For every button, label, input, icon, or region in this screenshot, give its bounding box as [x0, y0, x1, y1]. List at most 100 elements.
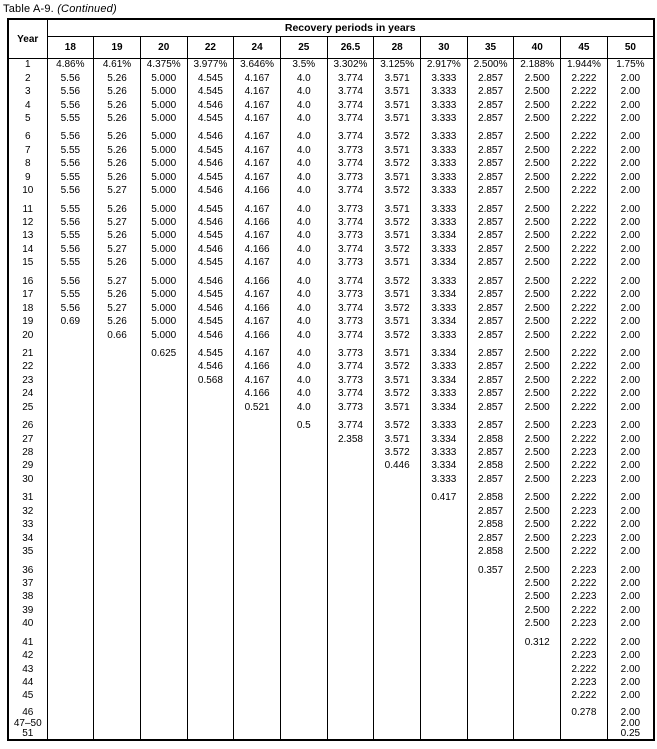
spacer-cell — [420, 631, 468, 636]
value-cell: 4.167 — [233, 374, 281, 388]
value-cell: 2.222 — [560, 144, 608, 158]
value-cell: 2.223 — [560, 473, 608, 487]
table-row: 26 0.5 3.774 3.572 3.333 2.857 2.500 2.223 2.00 — [7, 419, 654, 433]
value-cell: 2.500 — [513, 401, 561, 415]
value-cell: 3.333 — [420, 85, 468, 99]
spacer-cell — [606, 703, 654, 709]
spacer-row — [7, 125, 654, 131]
value-cell: 2.222 — [560, 360, 608, 375]
value-cell — [373, 649, 421, 663]
value-cell — [326, 604, 374, 618]
table-row: 30 3.333 2.857 2.500 2.223 2.00 — [7, 473, 654, 487]
value-cell — [420, 649, 468, 663]
value-cell — [326, 590, 374, 605]
value-cell: 5.56 — [46, 157, 94, 171]
value-cell: 2.500 — [513, 577, 561, 591]
value-cell: 3.572 — [373, 216, 421, 230]
value-cell: 2.857 — [466, 401, 514, 415]
value-cell: 2.222 — [560, 301, 608, 316]
year-cell: 18 — [7, 301, 47, 316]
value-cell: 2.858 — [466, 491, 514, 506]
value-cell: 5.26 — [93, 288, 141, 302]
value-cell: 2.857 — [466, 229, 514, 244]
spacer-cell — [233, 125, 281, 131]
table-title-continued: (Continued) — [57, 3, 117, 15]
value-cell: 3.571 — [373, 171, 421, 185]
value-cell: 3.571 — [373, 432, 421, 447]
table-row: 33 2.858 2.500 2.222 2.00 — [7, 518, 654, 532]
value-cell — [420, 563, 468, 578]
value-cell: 3.333 — [420, 243, 468, 257]
value-cell — [139, 708, 188, 719]
value-cell — [186, 446, 234, 460]
col-header: 22 — [186, 36, 234, 59]
table-row: 10 5.56 5.27 5.000 4.546 4.166 4.0 3.774 3.572 3.… — [7, 184, 654, 198]
value-cell — [420, 545, 468, 559]
year-cell: 47–50 — [7, 719, 47, 730]
value-cell — [139, 491, 188, 506]
spacer-cell — [326, 703, 374, 709]
value-cell — [326, 563, 374, 578]
value-cell: 1.75% — [606, 58, 654, 72]
value-cell: 3.774 — [326, 98, 374, 113]
value-cell — [420, 505, 468, 519]
value-cell: 4.167 — [233, 256, 281, 271]
value-cell: 5.56 — [46, 85, 94, 99]
value-cell — [186, 491, 234, 506]
col-header: 28 — [373, 36, 421, 59]
value-cell: 5.000 — [139, 288, 188, 302]
value-cell: 5.26 — [93, 157, 141, 171]
value-cell: 3.334 — [420, 256, 468, 271]
spacer-cell — [233, 703, 281, 709]
year-cell: 27 — [7, 432, 47, 447]
value-cell: 3.774 — [326, 184, 374, 198]
value-cell: 5.26 — [93, 112, 141, 126]
spacer-cell — [186, 414, 234, 420]
value-cell: 2.500 — [513, 130, 561, 145]
value-cell — [233, 473, 281, 487]
value-cell: 5.55 — [46, 144, 94, 158]
value-cell: 3.334 — [420, 315, 468, 329]
table-row: 24 4.166 4.0 3.774 3.572 3.333 2.857 2.500 2.222… — [7, 387, 654, 401]
spacer-cell — [279, 342, 328, 348]
value-cell: 3.571 — [373, 374, 421, 388]
value-cell: 5.56 — [46, 184, 94, 198]
value-cell: 2.222 — [560, 216, 608, 230]
spacer-cell — [326, 270, 374, 276]
value-cell: 5.000 — [139, 301, 188, 316]
value-cell — [420, 636, 468, 650]
value-cell — [139, 689, 188, 704]
value-cell: 3.333 — [420, 473, 468, 487]
value-cell: 3.334 — [420, 401, 468, 415]
value-cell: 3.334 — [420, 459, 468, 474]
value-cell: 2.857 — [466, 216, 514, 230]
value-cell — [420, 518, 468, 532]
spacer-cell — [7, 703, 47, 709]
value-cell: 4.61% — [93, 58, 141, 72]
value-cell: 4.0 — [279, 275, 328, 289]
value-cell: 5.26 — [93, 229, 141, 244]
value-cell — [46, 374, 94, 388]
value-cell: 4.545 — [186, 144, 234, 158]
value-cell: 2.222 — [560, 85, 608, 99]
value-cell: 3.572 — [373, 275, 421, 289]
spacer-cell — [279, 486, 328, 492]
value-cell — [93, 401, 141, 415]
value-cell: 2.500 — [513, 545, 561, 559]
value-cell: 5.000 — [139, 171, 188, 185]
value-cell — [513, 689, 561, 704]
year-cell: 26 — [7, 419, 47, 433]
year-cell: 11 — [7, 202, 47, 217]
value-cell: 0.66 — [93, 328, 141, 343]
spacer-cell — [373, 342, 421, 348]
value-cell: 0.417 — [420, 491, 468, 506]
table-row: 25 0.521 4.0 3.773 3.571 3.334 2.857 2.500 2.222… — [7, 401, 654, 415]
value-cell: 3.571 — [373, 288, 421, 302]
value-cell: 2.857 — [466, 144, 514, 158]
value-cell: 2.223 — [560, 649, 608, 663]
value-cell: 2.00 — [606, 446, 654, 460]
value-cell — [233, 729, 281, 741]
value-cell — [233, 708, 281, 719]
value-cell — [46, 636, 94, 650]
value-cell: 2.00 — [606, 229, 654, 244]
